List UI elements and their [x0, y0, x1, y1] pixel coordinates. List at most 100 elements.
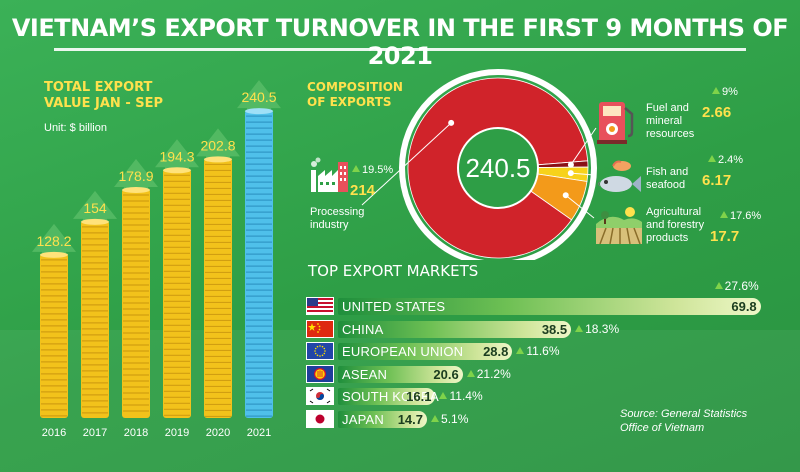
total-export-title-line-1: TOTAL EXPORT: [44, 80, 153, 95]
market-value: 14.7: [397, 411, 424, 427]
market-value: 20.6: [433, 366, 459, 382]
leader-processing-dot: [448, 119, 455, 126]
market-change: 11.4%: [439, 389, 483, 403]
market-change: 21.2%: [466, 366, 511, 381]
market-bar: [338, 320, 572, 338]
coin-column-2017: [73, 190, 117, 418]
coin-top: [245, 108, 273, 115]
year-label: 2021: [247, 427, 271, 439]
processing-label: Processing industry: [310, 206, 365, 231]
agri-change: 17.6%: [720, 210, 761, 222]
year-label: 2019: [165, 427, 189, 439]
fuel-change: 9%: [712, 86, 738, 98]
leader-processing: [361, 122, 452, 206]
market-value: 28.8: [483, 344, 509, 359]
market-change: 5.1%: [431, 412, 468, 426]
coin-bar: [81, 220, 109, 418]
market-change-text: 5.1%: [441, 411, 469, 426]
coin-bar: [245, 110, 273, 418]
market-change-text: 18.3%: [585, 321, 620, 336]
year-label: 2020: [206, 427, 230, 439]
market-row-united-states: UNITED STATES 69.8 27.6%: [306, 279, 786, 316]
leader-fuel-dot: [567, 161, 574, 168]
up-arrow-icon: [575, 324, 584, 332]
market-name: JAPAN: [342, 411, 384, 427]
market-bar: [338, 298, 761, 315]
total-export-chart: 128.2 2016 154 2017 178.9 2018 194.3 2019 202.8 2…: [32, 80, 281, 439]
up-arrow-icon: [466, 369, 475, 377]
fuel-label: Fuel and mineral resources: [646, 102, 695, 140]
market-name: CHINA: [342, 321, 384, 337]
coin-column-2016: [32, 223, 76, 418]
japan-flag-icon: [306, 409, 334, 428]
title-underline: [54, 48, 746, 51]
agri-value: 17.7: [710, 228, 740, 245]
coin-top: [81, 218, 109, 225]
fish-label: Fish and seafood: [646, 166, 689, 191]
leader-fuel: [570, 127, 597, 165]
coin-top: [122, 187, 150, 194]
eu-flag-icon: [306, 342, 334, 360]
fish-change: 2.4%: [708, 154, 743, 166]
leader-agri-dot: [562, 192, 569, 199]
market-name: ASEAN: [342, 366, 388, 382]
market-bar: [338, 343, 513, 360]
up-arrow-icon: [720, 211, 728, 218]
composition-title-line-2: OF EXPORTS: [307, 95, 392, 109]
market-value: 38.5: [541, 321, 568, 337]
market-name: EUROPEAN UNION: [342, 344, 464, 359]
market-row-japan: JAPAN 14.7 5.1%: [306, 409, 786, 429]
up-arrow-icon: [708, 155, 716, 162]
market-row-china: CHINA 38.5 18.3%: [306, 319, 786, 339]
coin-top: [204, 156, 232, 163]
market-change-text: 21.2%: [476, 366, 511, 381]
year-label: 2018: [124, 427, 148, 439]
market-change-text: 27.6%: [724, 279, 759, 293]
coin-top: [163, 167, 191, 174]
south-korea-flag-icon: [306, 387, 334, 405]
agri-label: Agricultural and forestry products: [646, 206, 705, 244]
fuel-pump-icon: [597, 98, 637, 151]
factory-icon: [308, 156, 350, 201]
donut-center: [457, 127, 539, 209]
coin-value-label: 202.8: [200, 137, 235, 153]
unit-label: Unit: $ billion: [44, 122, 107, 134]
market-row-south-korea: SOUTH KOREA 16.1 11.4%: [306, 386, 786, 406]
coin-value-label: 128.2: [36, 233, 71, 249]
asean-flag-icon: [306, 364, 334, 383]
coin-column-2019: [155, 139, 199, 418]
market-row-european-union: EUROPEAN UNION 28.8 11.6%: [306, 341, 786, 361]
market-bar: [338, 365, 463, 383]
market-bar: [338, 410, 428, 428]
fish-value: 6.17: [702, 172, 732, 189]
market-change: 18.3%: [575, 322, 619, 336]
total-export-title: TOTAL EXPORT VALUE JAN - SEP: [44, 80, 163, 112]
coin-top: [40, 251, 68, 258]
year-label: 2017: [83, 427, 107, 439]
page-title: VIETNAM’S EXPORT TURNOVER IN THE FIRST 9…: [11, 14, 789, 70]
market-bar: [338, 388, 436, 405]
up-arrow-icon: [712, 87, 720, 94]
market-value: 69.8: [731, 299, 757, 314]
market-name: SOUTH KOREA: [342, 389, 439, 404]
coin-value-label: 154: [83, 200, 107, 216]
markets-title: TOP EXPORT MARKETS: [308, 262, 479, 280]
coin-bar: [40, 253, 68, 418]
source-note: Source: General Statistics Office of Vie…: [620, 408, 748, 434]
coin-bar: [204, 158, 232, 418]
processing-change: 19.5%: [352, 164, 393, 176]
market-change: 11.6%: [516, 344, 560, 358]
coin-column-2021: [237, 80, 281, 418]
up-arrow-icon: [439, 392, 448, 399]
up-arrow-icon: [516, 347, 525, 354]
coin-value-label: 178.9: [118, 168, 153, 184]
market-value: 16.1: [406, 389, 432, 404]
market-change-text: 11.4%: [449, 389, 483, 403]
farm-field-icon: [596, 204, 642, 249]
donut-total-label: 240.5: [465, 153, 530, 183]
composition-title: COMPOSITION OF EXPORTS: [307, 80, 403, 110]
coin-column-2020: [196, 128, 240, 418]
market-name: UNITED STATES: [342, 299, 446, 314]
up-arrow-icon: [352, 165, 360, 172]
